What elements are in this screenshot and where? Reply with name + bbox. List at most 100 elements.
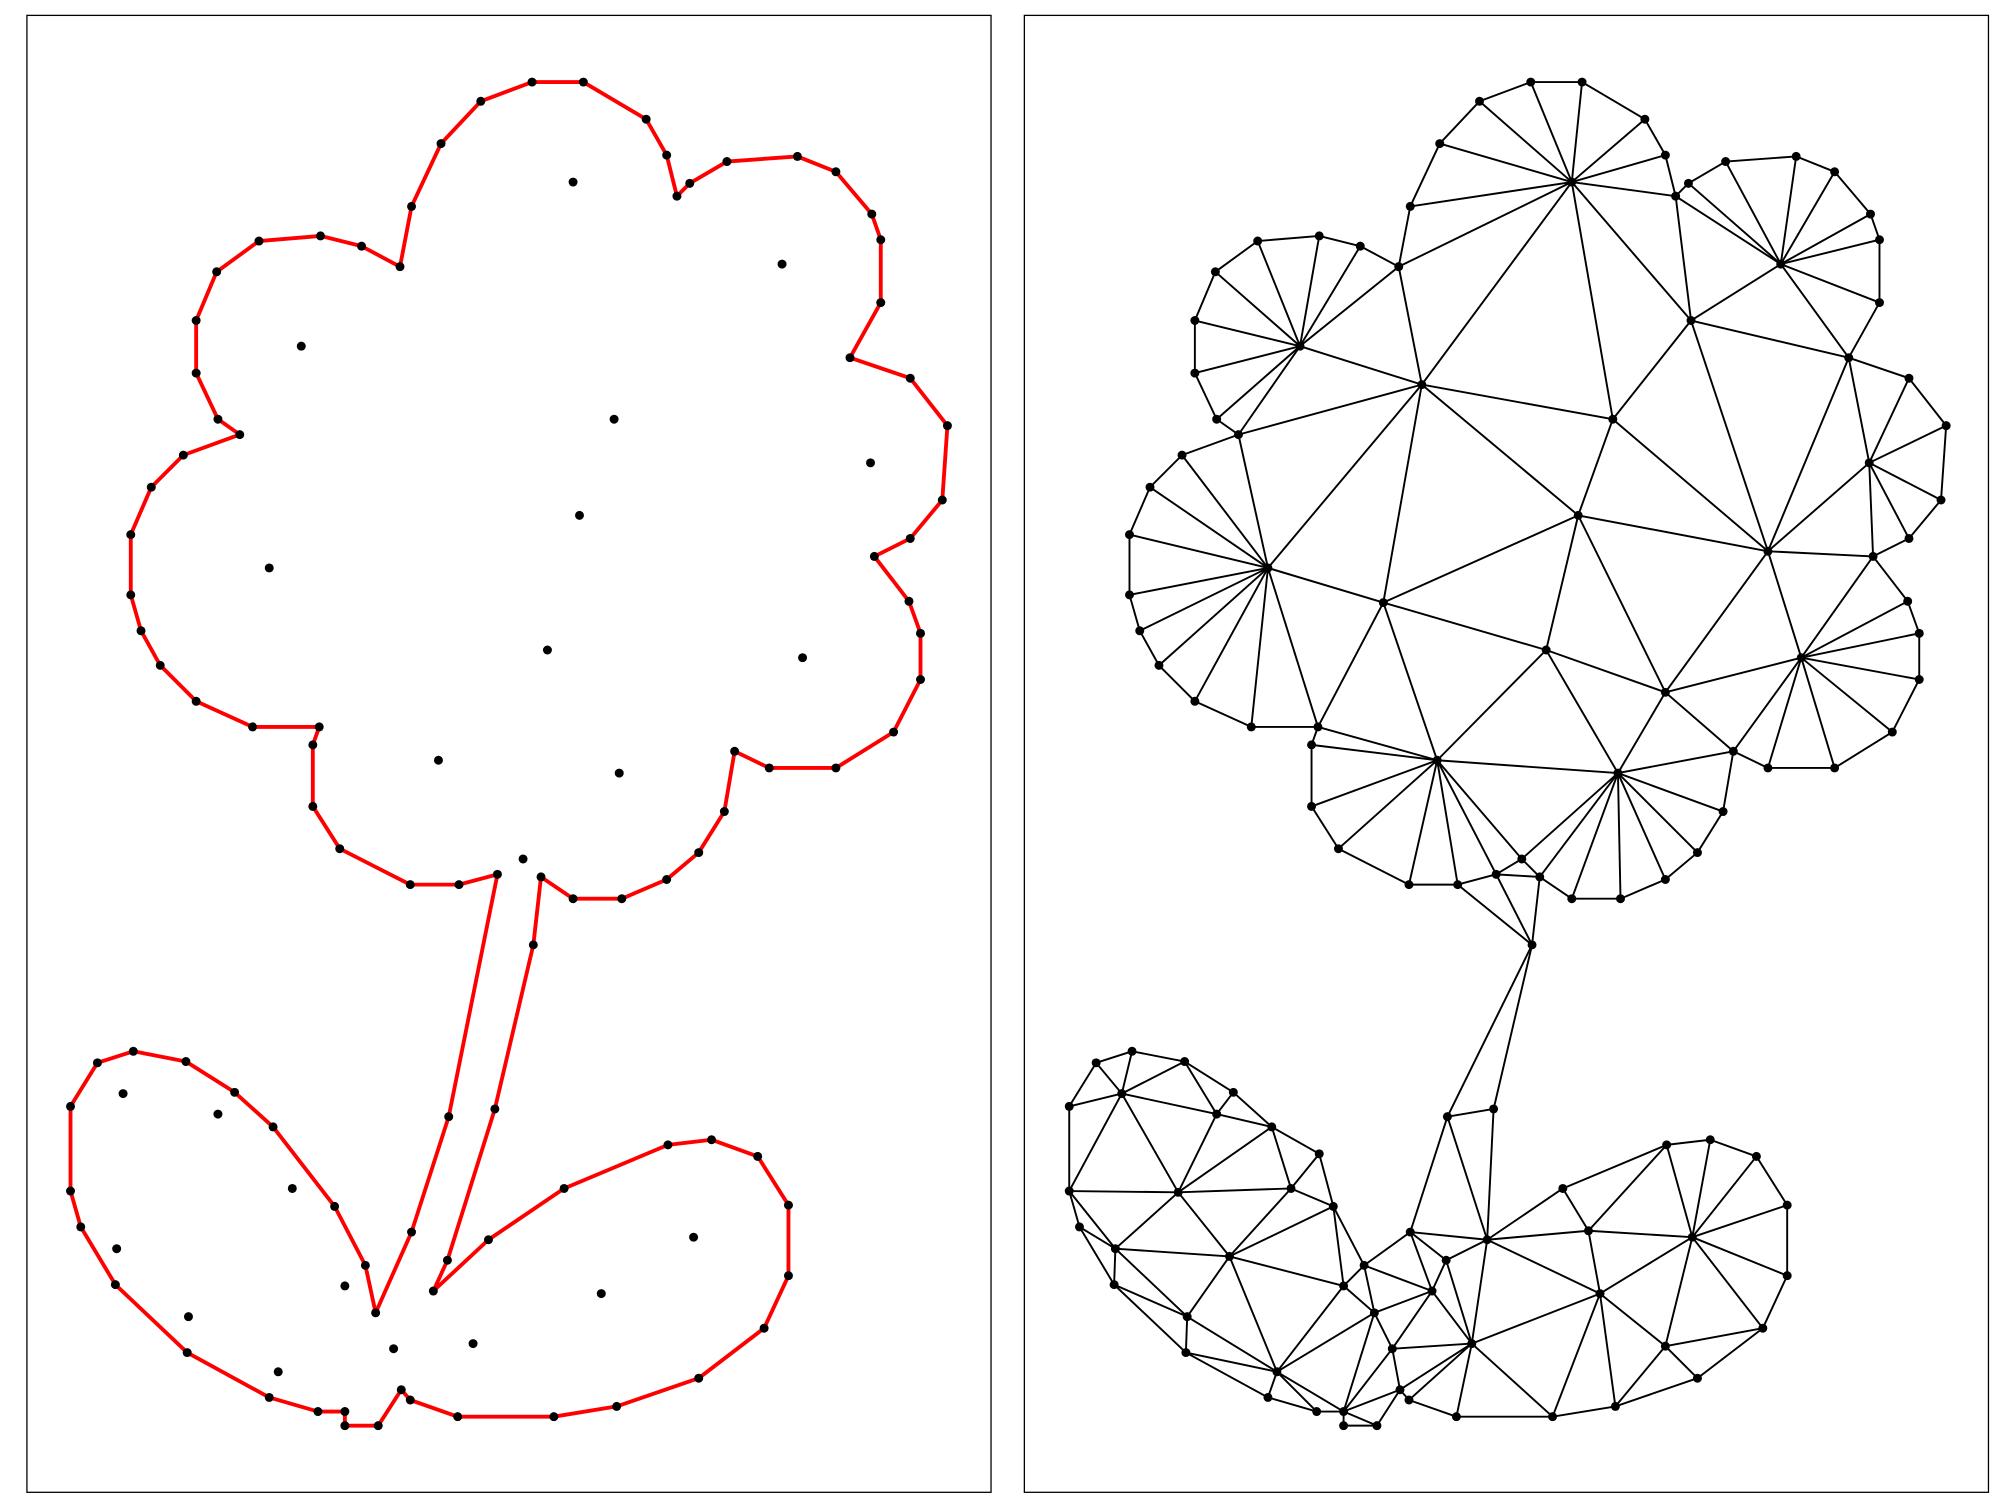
mesh-edge xyxy=(1691,1236,1764,1329)
node xyxy=(428,1286,438,1296)
mesh-edge xyxy=(1397,206,1412,267)
mesh-edge xyxy=(1215,1091,1235,1115)
mesh-edge xyxy=(1276,1285,1345,1373)
mesh-edge xyxy=(1587,1144,1668,1232)
mesh-edge xyxy=(1521,772,1619,860)
mesh-node xyxy=(1127,1046,1137,1056)
mesh-node xyxy=(1267,1122,1277,1132)
mesh-edge xyxy=(1709,1138,1757,1158)
mesh-node xyxy=(1527,940,1537,950)
mesh-edge xyxy=(1408,1399,1457,1418)
mesh-node xyxy=(1432,755,1442,765)
mesh-edge xyxy=(1121,1060,1186,1095)
mesh-node xyxy=(1687,1232,1697,1242)
node xyxy=(126,590,136,600)
mesh-edge xyxy=(1470,1239,1489,1344)
mesh-edge xyxy=(1299,235,1321,347)
mesh-edge xyxy=(1691,1204,1788,1239)
mesh-node xyxy=(1567,894,1577,904)
mesh-edge xyxy=(1848,356,1910,380)
mesh-node xyxy=(1868,551,1878,561)
mesh-edge xyxy=(1421,181,1573,386)
mesh-edge xyxy=(1184,1316,1189,1353)
mesh-node xyxy=(1145,482,1155,492)
mesh-edge xyxy=(1722,751,1735,812)
node xyxy=(694,1373,704,1383)
mesh-edge xyxy=(1267,1396,1317,1413)
node xyxy=(783,1200,793,1210)
mesh-node xyxy=(1177,450,1187,460)
mesh-edge xyxy=(1078,1226,1116,1250)
mesh-edge xyxy=(1431,1259,1448,1292)
node xyxy=(518,854,528,864)
mesh-edge xyxy=(1457,883,1533,946)
node xyxy=(707,1135,717,1145)
mesh-node xyxy=(1125,590,1134,600)
node xyxy=(641,114,651,124)
node xyxy=(444,1112,454,1122)
node xyxy=(937,495,947,505)
node xyxy=(442,1255,452,1265)
mesh-edge xyxy=(1869,213,1881,241)
mesh-node xyxy=(1312,1407,1322,1417)
mesh-node xyxy=(1830,167,1840,177)
mesh-node xyxy=(1173,1187,1183,1197)
mesh-edge xyxy=(1691,1236,1788,1277)
mesh-node xyxy=(1475,96,1484,106)
node xyxy=(181,1057,191,1067)
mesh-edge xyxy=(1409,1116,1449,1233)
mesh-edge xyxy=(1421,383,1613,421)
mesh-node xyxy=(1212,414,1222,424)
mesh-node xyxy=(1830,763,1840,773)
mesh-edge xyxy=(1761,1275,1789,1329)
mesh-node xyxy=(1904,533,1914,543)
node xyxy=(866,458,875,468)
mesh-edge xyxy=(1664,851,1699,881)
mesh-node xyxy=(1313,722,1323,732)
node xyxy=(792,151,802,161)
mesh-node xyxy=(1307,801,1317,811)
mesh-node xyxy=(1295,341,1305,351)
node xyxy=(798,653,808,663)
mesh-edge xyxy=(1457,873,1497,886)
mesh-node xyxy=(1117,1089,1127,1099)
node xyxy=(719,807,729,817)
mesh-node xyxy=(1936,495,1946,505)
node xyxy=(596,1289,606,1299)
mesh-node xyxy=(1359,1260,1369,1270)
mesh-node xyxy=(1864,458,1874,468)
mesh-edge xyxy=(1446,1116,1489,1241)
node xyxy=(916,675,925,684)
node xyxy=(389,1344,399,1354)
mesh-edge xyxy=(1495,873,1533,946)
node xyxy=(268,1122,278,1132)
mesh-node xyxy=(1776,259,1786,269)
mesh-edge xyxy=(1343,1388,1401,1413)
mesh-edge xyxy=(1374,1290,1433,1314)
mesh-node xyxy=(1662,1140,1672,1150)
node xyxy=(759,1323,769,1333)
mesh-edge xyxy=(1177,1113,1218,1193)
mesh-edge xyxy=(1666,1138,1711,1146)
mesh-edge xyxy=(1690,319,1849,359)
mesh-edge xyxy=(1194,345,1301,375)
mesh-edge xyxy=(1800,555,1874,659)
mesh-edge xyxy=(1078,1226,1115,1286)
mesh-edge xyxy=(1732,657,1803,752)
mesh-edge xyxy=(1779,171,1836,265)
mesh-edge xyxy=(1471,1292,1601,1345)
mesh-edge xyxy=(1113,1283,1187,1354)
mesh-edge xyxy=(1184,1060,1234,1094)
mesh-edge xyxy=(1149,454,1183,488)
node xyxy=(126,530,136,540)
mesh-edge xyxy=(1114,1248,1188,1318)
mesh-edge xyxy=(1186,1315,1278,1373)
mesh-edge xyxy=(1539,876,1573,900)
mesh-edge xyxy=(1439,142,1573,183)
mesh-node xyxy=(1441,1255,1451,1265)
mesh-edge xyxy=(1588,1229,1693,1239)
mesh-node xyxy=(1763,546,1773,556)
mesh-edge xyxy=(1194,319,1301,348)
node xyxy=(764,763,774,773)
node xyxy=(335,844,345,854)
